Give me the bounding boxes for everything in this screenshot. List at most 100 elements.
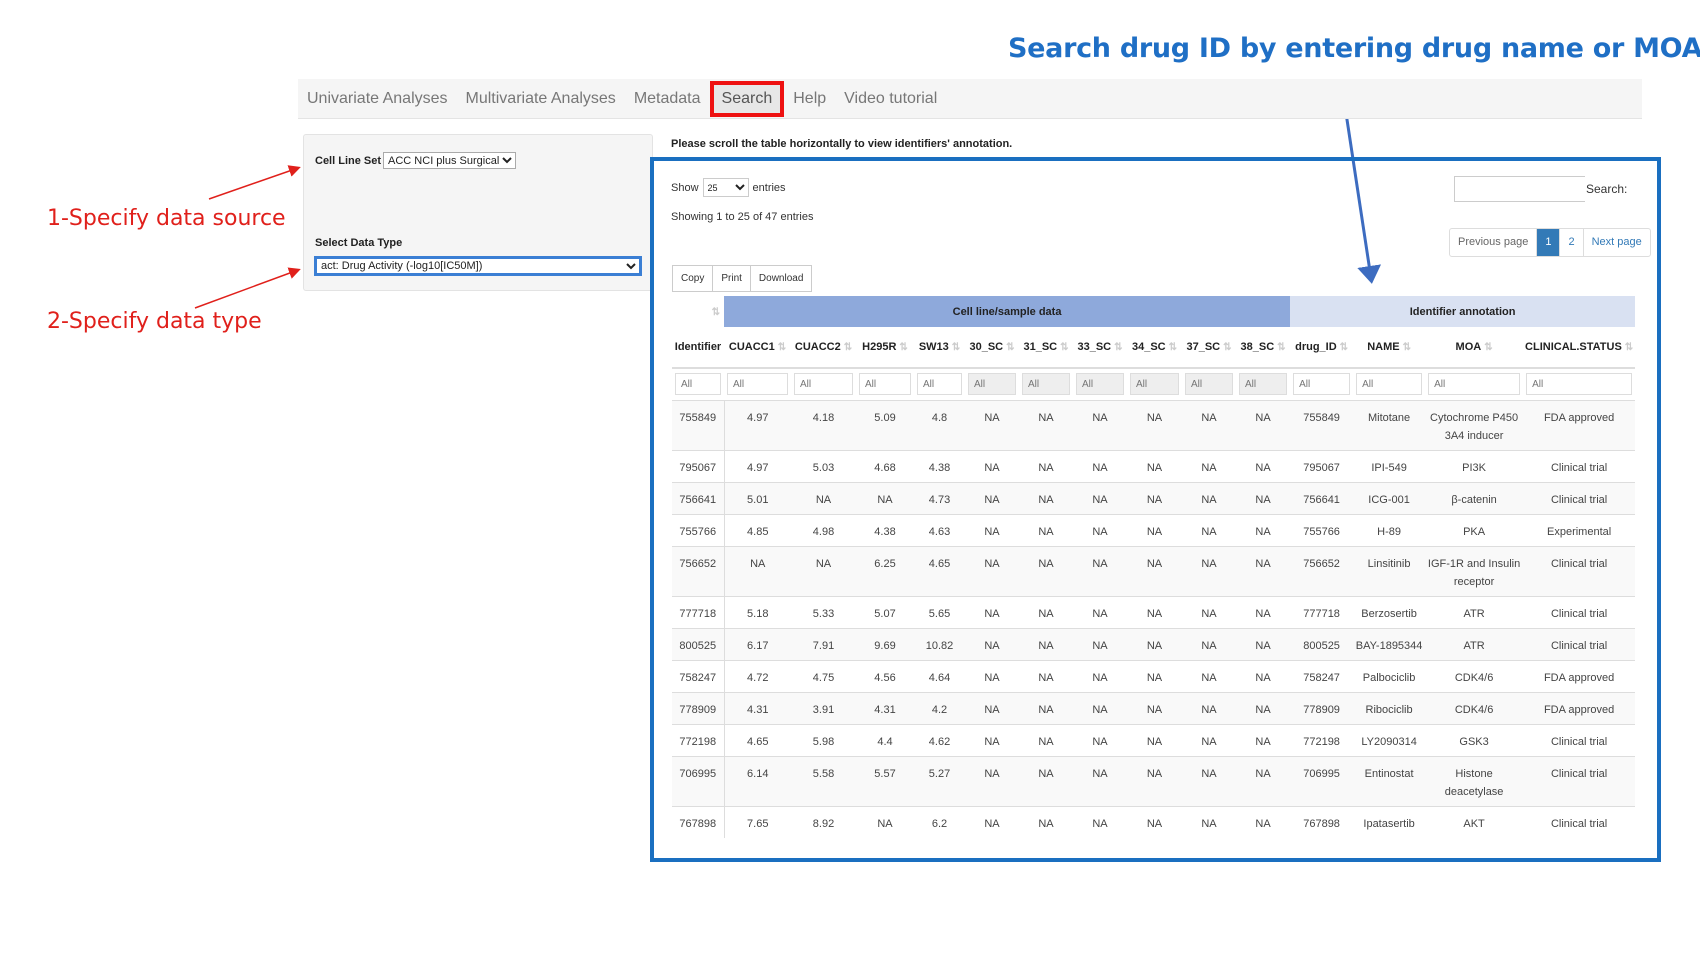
page-1-button[interactable]: 1 (1537, 229, 1561, 256)
table-cell: NA (1182, 449, 1236, 482)
table-cell: NA (1019, 545, 1073, 596)
table-cell: NA (791, 481, 856, 514)
table-row[interactable]: 767898 7.65 8.92 NA 6.2 NA NA NA NA NA NA 767898 Ipa… (672, 805, 1636, 838)
column-header[interactable]: Identifier (672, 327, 724, 369)
column-filter-input[interactable] (1293, 373, 1351, 396)
column-filter-input[interactable] (1428, 373, 1521, 396)
arrow-to-cell-line-set (208, 165, 301, 200)
download-button[interactable]: Download (749, 265, 813, 292)
nav-univariate[interactable]: Univariate Analyses (307, 89, 448, 107)
search-input[interactable] (1454, 176, 1585, 202)
nav-multivariate[interactable]: Multivariate Analyses (465, 89, 616, 107)
table-cell: IGF-1R and Insulin receptor (1425, 545, 1524, 596)
cell-line-set-label: Cell Line Set (315, 154, 382, 167)
sort-icon[interactable]: ⇅ (843, 342, 853, 353)
table-cell: NA (1182, 545, 1236, 596)
nav-metadata[interactable]: Metadata (633, 89, 701, 107)
table-cell: 5.57 (856, 755, 914, 806)
table-cell: 4.65 (914, 545, 965, 596)
table-row[interactable]: 778909 4.31 3.91 4.31 4.2 NA NA NA NA NA NA 778909 R… (672, 691, 1636, 724)
sort-icon[interactable]: ⇅ (1168, 342, 1178, 353)
copy-button[interactable]: Copy (672, 265, 714, 292)
table-cell: Clinical trial (1523, 545, 1636, 596)
column-filter-input[interactable] (794, 373, 853, 396)
headline-annotation: Search drug ID by entering drug name or … (1008, 33, 1700, 64)
column-header[interactable]: MOA ⇅ (1425, 327, 1524, 369)
previous-page-button[interactable]: Previous page (1450, 229, 1538, 256)
column-filter-input[interactable] (1239, 373, 1288, 396)
table-cell: 800525 (672, 627, 725, 660)
column-filter-input[interactable] (1526, 373, 1633, 396)
sort-icon[interactable]: ⇅ (1277, 342, 1286, 353)
table-cell: 9.69 (856, 627, 914, 660)
sort-icon[interactable]: ⇅ (1624, 342, 1634, 353)
sort-icon[interactable]: ⇅ (777, 342, 787, 353)
next-page-button[interactable]: Next page (1591, 236, 1642, 248)
step1-annotation: 1-Specify data source (47, 206, 286, 231)
column-header[interactable]: CUACC1 ⇅ (724, 327, 791, 369)
table-cell: NA (1073, 545, 1127, 596)
filter-cell (672, 368, 724, 400)
print-button[interactable]: Print (712, 265, 751, 292)
column-filter-input[interactable] (1356, 373, 1423, 396)
nav-video-tutorial[interactable]: Video tutorial (844, 89, 938, 107)
column-filter-input[interactable] (859, 373, 911, 396)
filter-cell (1353, 368, 1425, 400)
table-cell: NA (1236, 481, 1291, 514)
column-filter-input[interactable] (727, 373, 788, 396)
table-row[interactable]: 755849 4.97 4.18 5.09 4.8 NA NA NA NA NA NA 755849 M… (672, 399, 1636, 450)
sort-icon[interactable]: ⇅ (1223, 342, 1232, 353)
table-cell: NA (965, 755, 1019, 806)
column-header[interactable]: 33_SC ⇅ (1073, 327, 1127, 369)
table-row[interactable]: 706995 6.14 5.58 5.57 5.27 NA NA NA NA NA NA 706995… (672, 755, 1636, 806)
table-cell: NA (965, 659, 1019, 692)
sort-icon[interactable]: ⇅ (899, 342, 908, 353)
table-row[interactable]: 800525 6.17 7.91 9.69 10.82 NA NA NA NA NA NA 80052… (672, 627, 1636, 660)
sort-icon[interactable]: ⇅ (711, 306, 720, 318)
table-row[interactable]: 777718 5.18 5.33 5.07 5.65 NA NA NA NA NA NA 777718… (672, 595, 1636, 628)
table-cell: NA (1182, 755, 1236, 806)
column-header[interactable]: H295R ⇅ (856, 327, 914, 369)
column-filter-input[interactable] (675, 373, 721, 396)
column-header[interactable]: drug_ID ⇅ (1290, 327, 1354, 369)
column-filter-input[interactable] (1076, 373, 1124, 396)
table-cell: NA (965, 723, 1019, 756)
cell-line-set-select[interactable]: ACC NCI plus Surgical (383, 152, 517, 169)
sort-icon[interactable]: ⇅ (1060, 342, 1069, 353)
column-header[interactable]: CLINICAL.STATUS ⇅ (1523, 327, 1636, 369)
table-row[interactable]: 756641 5.01 NA NA 4.73 NA NA NA NA NA NA 756641 ICG-… (672, 481, 1636, 514)
column-header[interactable]: 30_SC ⇅ (965, 327, 1019, 369)
column-filter-input[interactable] (1185, 373, 1233, 396)
column-header[interactable]: NAME ⇅ (1353, 327, 1426, 369)
page-2-button[interactable]: 2 (1560, 229, 1584, 256)
sort-icon[interactable]: ⇅ (1006, 342, 1015, 353)
data-type-select[interactable]: act: Drug Activity (-log10[IC50M]) (314, 256, 642, 276)
sort-icon[interactable]: ⇅ (1339, 342, 1349, 353)
table-row[interactable]: 756652 NA NA 6.25 4.65 NA NA NA NA NA NA 756652 Lins… (672, 545, 1636, 596)
column-filter-input[interactable] (968, 373, 1016, 396)
column-filter-input[interactable] (917, 373, 962, 396)
table-row[interactable]: 772198 4.65 5.98 4.4 4.62 NA NA NA NA NA NA 772198 L… (672, 723, 1636, 756)
sort-icon[interactable]: ⇅ (951, 342, 961, 353)
table-row[interactable]: 758247 4.72 4.75 4.56 4.64 NA NA NA NA NA NA 758247… (672, 659, 1636, 692)
table-cell: NA (1236, 513, 1291, 546)
filter-cell (1290, 368, 1353, 400)
column-filter-input[interactable] (1130, 373, 1179, 396)
nav-search[interactable]: Search (709, 80, 785, 117)
column-header[interactable]: CUACC2 ⇅ (791, 327, 856, 369)
column-filter-input[interactable] (1022, 373, 1070, 396)
column-header[interactable]: 37_SC ⇅ (1182, 327, 1236, 369)
sort-icon[interactable]: ⇅ (1114, 342, 1123, 353)
table-row[interactable]: 795067 4.97 5.03 4.68 4.38 NA NA NA NA NA NA 795067… (672, 449, 1636, 482)
table-cell: Clinical trial (1523, 627, 1636, 660)
column-header[interactable]: 38_SC ⇅ (1236, 327, 1291, 369)
column-header[interactable]: 31_SC ⇅ (1019, 327, 1073, 369)
table-row[interactable]: 755766 4.85 4.98 4.38 4.63 NA NA NA NA NA NA 755766… (672, 513, 1636, 546)
column-header[interactable]: SW13 ⇅ (914, 327, 965, 369)
sort-icon[interactable]: ⇅ (1484, 342, 1493, 353)
entries-length-select[interactable]: 25 (702, 178, 749, 197)
table-cell: CDK4/6 (1425, 659, 1524, 692)
sort-icon[interactable]: ⇅ (1402, 342, 1411, 353)
column-header[interactable]: 34_SC ⇅ (1127, 327, 1182, 369)
nav-help[interactable]: Help (793, 89, 827, 107)
